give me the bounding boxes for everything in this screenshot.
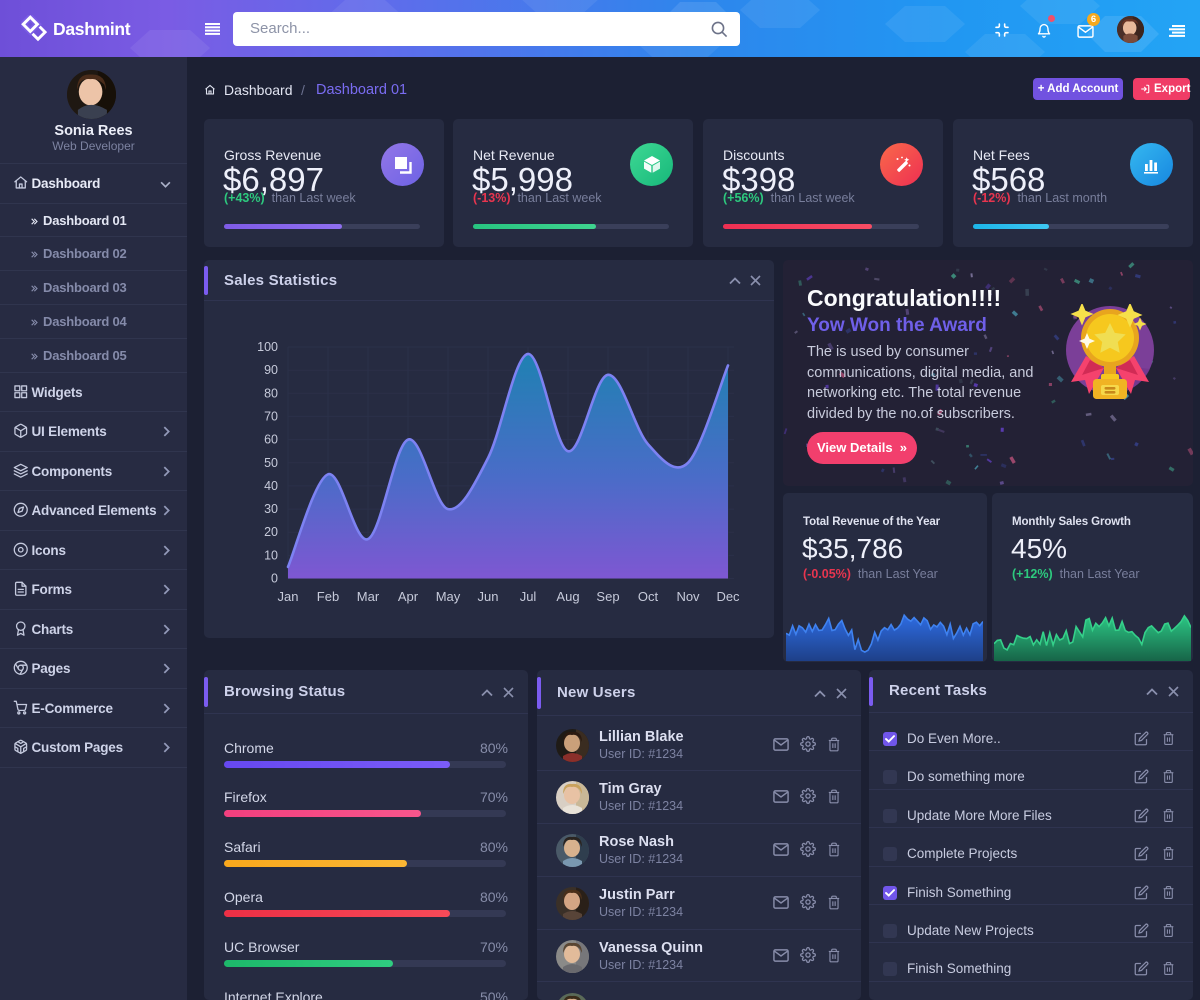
- svg-text:Jan: Jan: [278, 589, 299, 604]
- svg-text:Sep: Sep: [596, 589, 619, 604]
- svg-text:0: 0: [271, 572, 278, 586]
- svg-text:Dec: Dec: [716, 589, 740, 604]
- svg-text:Nov: Nov: [676, 589, 700, 604]
- svg-text:Jul: Jul: [520, 589, 537, 604]
- svg-text:40: 40: [264, 479, 278, 493]
- svg-text:Aug: Aug: [556, 589, 579, 604]
- svg-text:90: 90: [264, 363, 278, 377]
- svg-text:100: 100: [257, 340, 278, 354]
- svg-text:Jun: Jun: [478, 589, 499, 604]
- svg-text:Oct: Oct: [638, 589, 659, 604]
- svg-text:60: 60: [264, 433, 278, 447]
- svg-text:70: 70: [264, 409, 278, 423]
- svg-text:Feb: Feb: [317, 589, 339, 604]
- svg-text:Mar: Mar: [357, 589, 380, 604]
- svg-text:80: 80: [264, 386, 278, 400]
- svg-text:20: 20: [264, 525, 278, 539]
- svg-text:30: 30: [264, 502, 278, 516]
- svg-text:May: May: [436, 589, 461, 604]
- svg-text:Apr: Apr: [398, 589, 419, 604]
- svg-text:50: 50: [264, 456, 278, 470]
- svg-text:10: 10: [264, 548, 278, 562]
